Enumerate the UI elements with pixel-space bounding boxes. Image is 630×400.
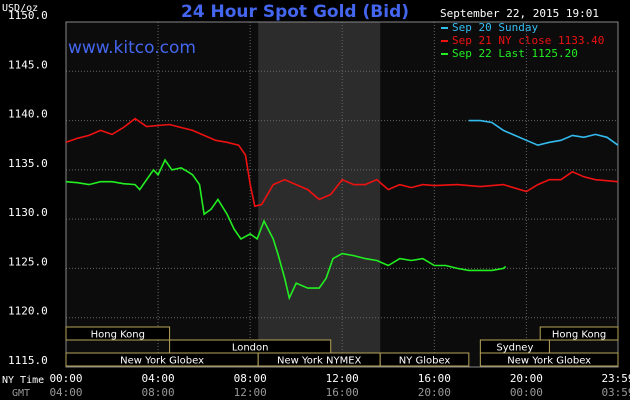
session-label: New York Globex: [120, 356, 204, 367]
x-tick-label: 12:00: [326, 372, 359, 385]
session-bar: [539, 326, 619, 341]
y-tick-label: 1130.0: [8, 206, 48, 219]
y-tick-label: 1135.0: [8, 157, 48, 170]
y-axis-label: USD/oz: [2, 3, 38, 14]
chart-title: 24 Hour Spot Gold (Bid): [181, 2, 409, 22]
y-tick-label: 1145.0: [8, 58, 48, 71]
watermark: www.kitco.com: [68, 38, 196, 58]
x-tick-label: 00:00: [49, 372, 82, 385]
y-tick-label: 1150.0: [8, 9, 48, 22]
x-tick-label: 23:59: [601, 372, 630, 385]
session-label: London: [232, 343, 269, 354]
x2-tick-label: 04:00: [49, 386, 82, 399]
session-shade: [258, 22, 381, 367]
session-label: Hong Kong: [91, 330, 145, 341]
y-tick-label: 1115.0: [8, 354, 48, 367]
session-bar: [479, 352, 619, 367]
session-bar: [65, 326, 171, 341]
legend-label: Sep 21 NY close 1133.40: [452, 34, 604, 47]
y-tick-label: 1120.0: [8, 305, 48, 318]
legend-label: Sep 20 Sunday: [452, 21, 538, 34]
session-bar: [379, 352, 470, 367]
x-tick-label: 16:00: [418, 372, 451, 385]
y-tick-label: 1125.0: [8, 255, 48, 268]
legend-label: Sep 22 Last 1125.20: [452, 47, 578, 60]
x2-tick-label: 00:00: [510, 386, 543, 399]
session-label: New York Globex: [507, 356, 591, 367]
x2-tick-label: 16:00: [326, 386, 359, 399]
x-tick-label: 08:00: [234, 372, 267, 385]
session-label: Hong Kong: [552, 330, 606, 341]
x-axis-label: NY Time: [2, 375, 44, 386]
x2-axis-label: GMT: [12, 388, 30, 399]
x2-tick-label: 12:00: [234, 386, 267, 399]
x2-tick-label: 03:59: [601, 386, 630, 399]
price-line: [65, 158, 507, 301]
x-tick-label: 20:00: [510, 372, 543, 385]
timestamp: September 22, 2015 19:01: [440, 7, 599, 20]
price-line: [65, 117, 619, 208]
x-tick-label: 04:00: [142, 372, 175, 385]
plot-frame: [65, 21, 619, 368]
session-label: New York NYMEX: [277, 356, 362, 367]
y-tick-label: 1140.0: [8, 108, 48, 121]
x2-tick-label: 08:00: [142, 386, 175, 399]
session-label: NY Globex: [399, 356, 451, 367]
price-line: [468, 119, 619, 147]
x2-tick-label: 20:00: [418, 386, 451, 399]
session-label: Sydney: [496, 343, 533, 354]
